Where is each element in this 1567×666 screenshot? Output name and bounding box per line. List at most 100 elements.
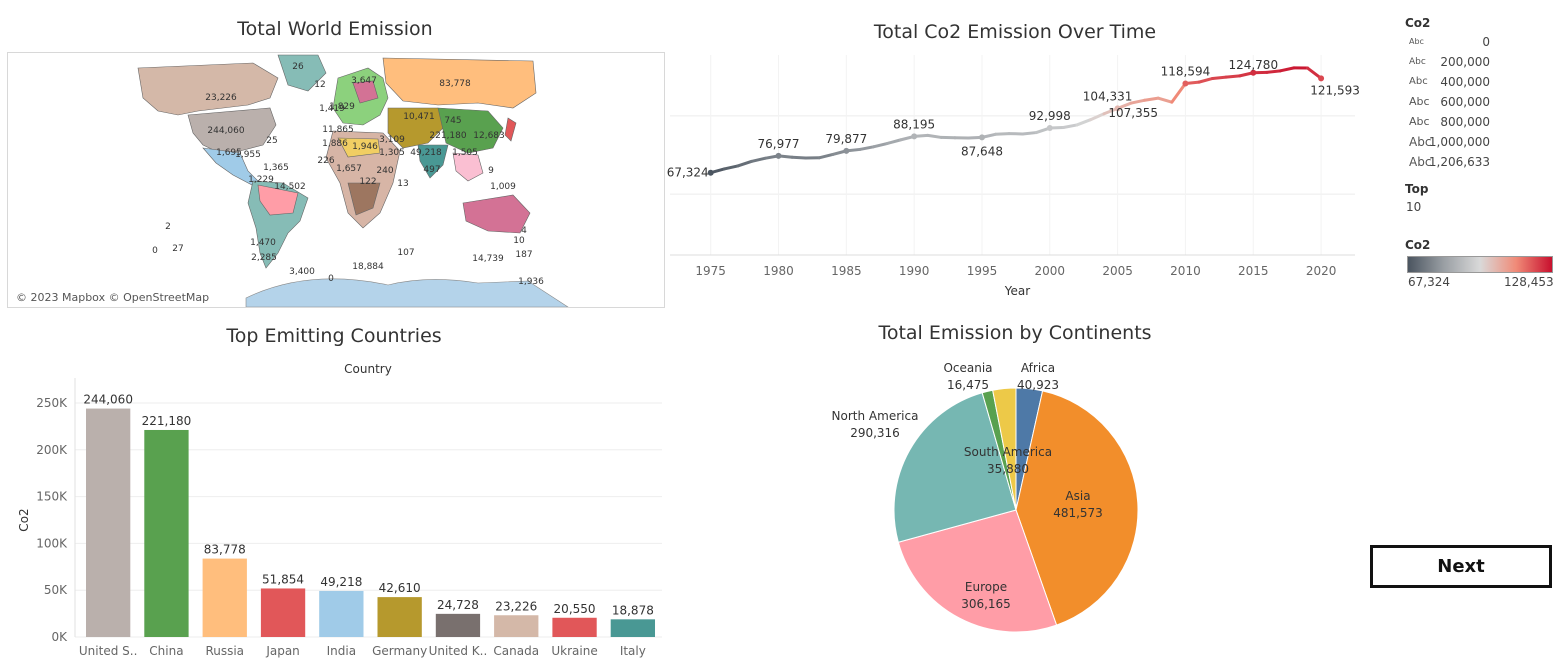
bar-chart-header: Country: [344, 362, 392, 376]
line-segment[interactable]: [885, 138, 903, 146]
usa-shape[interactable]: [187, 107, 277, 154]
bar[interactable]: [377, 597, 422, 637]
map-country-label: 27: [172, 244, 183, 254]
bar[interactable]: [494, 615, 539, 637]
line-segment[interactable]: [736, 159, 753, 168]
line-segment[interactable]: [722, 164, 740, 171]
size-legend-marker: Abc: [1409, 155, 1432, 169]
japan-shape[interactable]: [504, 117, 517, 142]
size-legend-row[interactable]: Abc 200,000: [1405, 52, 1545, 72]
line-segment[interactable]: [926, 133, 943, 139]
line-x-tick-label: 1995: [967, 264, 998, 278]
map-country-label: 1,305: [379, 148, 405, 158]
india-shape[interactable]: [417, 144, 449, 179]
line-point[interactable]: [775, 152, 782, 159]
bar[interactable]: [319, 590, 364, 637]
size-legend-row[interactable]: Abc 400,000: [1405, 72, 1545, 92]
line-segment[interactable]: [1143, 96, 1160, 102]
line-segment[interactable]: [1170, 82, 1187, 104]
pie-slice[interactable]: [992, 387, 1017, 511]
line-x-tick-label: 1980: [763, 264, 794, 278]
line-point[interactable]: [911, 133, 918, 140]
line-segment[interactable]: [1278, 66, 1296, 73]
line-point[interactable]: [843, 147, 850, 154]
line-chart[interactable]: 1975 1980 1985 1990 1995 2000 2005 2010 2015 2020…: [665, 50, 1365, 310]
pie-slice[interactable]: [1015, 390, 1139, 626]
top-filter-value[interactable]: 10: [1406, 200, 1422, 214]
size-legend-row[interactable]: Abc 800,000: [1405, 112, 1545, 132]
canada-shape[interactable]: [137, 62, 279, 116]
line-segment[interactable]: [1156, 96, 1174, 104]
greenland-shape[interactable]: [277, 54, 327, 92]
line-segment[interactable]: [817, 152, 835, 160]
pie-chart[interactable]: Africa 40,923 Asia 481,573 Europe 306,165 Nort…: [820, 350, 1220, 650]
map-country-label: 83,778: [439, 79, 471, 89]
world-map[interactable]: 26 12 3,647 83,778 23,226 1,419 1,829 10,471 745…: [7, 52, 665, 308]
bar[interactable]: [202, 558, 247, 637]
pie-slice-value: 306,165: [961, 597, 1011, 611]
bar-value-label: 24,728: [437, 598, 479, 612]
line-segment[interactable]: [1021, 131, 1038, 136]
bar[interactable]: [610, 619, 656, 637]
bar-y-tick-label: 100K: [36, 536, 68, 550]
map-country-label: 3,109: [379, 135, 405, 145]
north-africa-shape: [337, 137, 381, 158]
line-point[interactable]: [707, 169, 714, 176]
size-legend-row[interactable]: Abc 1,000,000: [1405, 132, 1545, 152]
map-country-label: 1,657: [336, 164, 362, 174]
line-point[interactable]: [978, 134, 985, 141]
line-point[interactable]: [1182, 80, 1189, 87]
line-segment[interactable]: [1211, 75, 1228, 80]
size-legend-row[interactable]: Abc 1,206,633: [1405, 152, 1545, 172]
pie-slice[interactable]: [897, 509, 1058, 633]
line-x-tick-label: 1975: [695, 264, 726, 278]
size-legend[interactable]: Abc 0 Abc 200,000 Abc 400,000 Abc 600,000 Abc 800…: [1405, 32, 1545, 172]
line-segment[interactable]: [1129, 98, 1147, 105]
line-x-tick-label: 2010: [1170, 264, 1201, 278]
line-segment[interactable]: [858, 145, 875, 151]
line-segment[interactable]: [1265, 69, 1282, 74]
bar[interactable]: [435, 613, 481, 637]
line-segment[interactable]: [790, 155, 808, 160]
bar[interactable]: [85, 408, 131, 637]
color-legend-ramp[interactable]: [1407, 256, 1553, 273]
line-point[interactable]: [1046, 125, 1053, 132]
map-country-label: 1,470: [250, 238, 276, 248]
next-button[interactable]: Next: [1370, 545, 1552, 588]
australia-shape[interactable]: [462, 194, 531, 234]
russia-shape[interactable]: [382, 57, 537, 109]
bar-y-tick-label: 250K: [36, 396, 68, 410]
line-segment[interactable]: [1224, 74, 1242, 79]
line-point[interactable]: [1114, 105, 1121, 112]
line-point[interactable]: [1318, 75, 1325, 82]
size-legend-marker: Abc: [1409, 76, 1428, 87]
africa-shape[interactable]: [325, 130, 401, 229]
size-legend-row[interactable]: Abc 600,000: [1405, 92, 1545, 112]
line-segment[interactable]: [1197, 76, 1215, 84]
brazil-shape[interactable]: [257, 184, 299, 216]
map-attribution[interactable]: © 2023 Mapbox © OpenStreetMap: [14, 291, 212, 304]
pie-slice[interactable]: [893, 392, 1017, 543]
bar[interactable]: [144, 429, 189, 637]
bar[interactable]: [552, 617, 597, 637]
size-legend-row[interactable]: Abc 0: [1405, 32, 1545, 52]
line-segment[interactable]: [994, 132, 1011, 136]
map-country-label: 187: [515, 250, 532, 260]
bar-y-tick-label: 200K: [36, 443, 68, 457]
line-segment[interactable]: [749, 156, 767, 163]
line-segment[interactable]: [1061, 123, 1079, 130]
size-legend-value: 400,000: [1440, 75, 1490, 89]
bar-category-label: United S..: [79, 644, 138, 658]
line-segment[interactable]: [871, 142, 889, 149]
map-country-label: 107: [397, 248, 414, 258]
bar[interactable]: [260, 588, 306, 637]
bar-chart[interactable]: 0K 50K 100K 150K 200K 250K Co2 244,060 United S.…: [0, 375, 670, 666]
line-segment[interactable]: [1088, 112, 1106, 122]
color-legend-max: 128,453: [1504, 275, 1554, 289]
line-point-label: 104,331: [1083, 89, 1133, 103]
line-point[interactable]: [1250, 69, 1257, 76]
line-segment[interactable]: [1075, 118, 1092, 127]
china-shape[interactable]: [437, 107, 504, 154]
bar-value-label: 221,180: [142, 414, 192, 428]
